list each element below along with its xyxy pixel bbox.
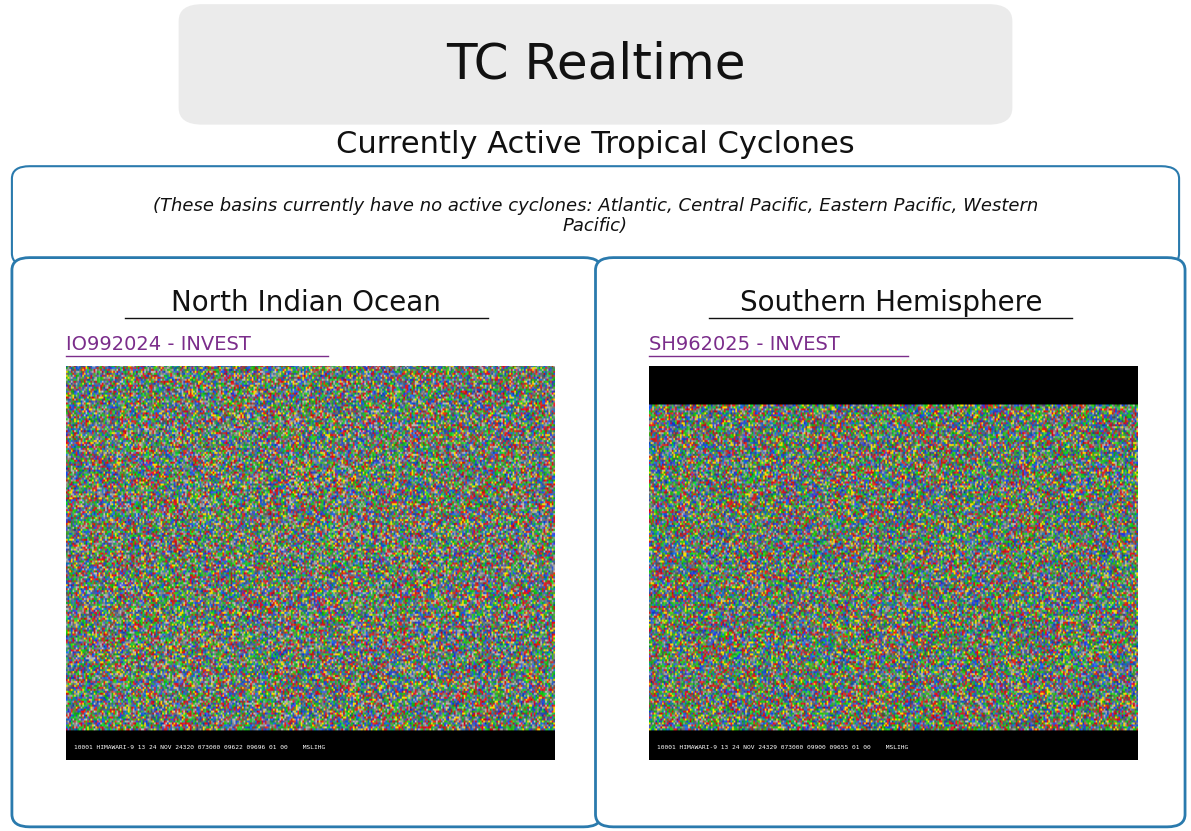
FancyBboxPatch shape: [12, 258, 601, 827]
Text: SH962025 - INVEST: SH962025 - INVEST: [649, 336, 840, 354]
FancyBboxPatch shape: [596, 258, 1185, 827]
Text: 10001 HIMAWARI-9 13 24 NOV 24320 073000 09622 09696 01 00    MSLIHG: 10001 HIMAWARI-9 13 24 NOV 24320 073000 …: [74, 745, 325, 750]
Text: Southern Hemisphere: Southern Hemisphere: [740, 289, 1042, 317]
Text: TC Realtime: TC Realtime: [445, 41, 746, 89]
Text: (These basins currently have no active cyclones: Atlantic, Central Pacific, East: (These basins currently have no active c…: [152, 197, 1039, 235]
FancyBboxPatch shape: [179, 4, 1012, 125]
FancyBboxPatch shape: [12, 166, 1179, 266]
Text: North Indian Ocean: North Indian Ocean: [172, 289, 441, 317]
Text: 10001 HIMAWARI-9 13 24 NOV 24329 073000 09900 09655 01 00    MSLIHG: 10001 HIMAWARI-9 13 24 NOV 24329 073000 …: [657, 745, 909, 750]
Text: Currently Active Tropical Cyclones: Currently Active Tropical Cyclones: [336, 130, 855, 159]
Text: IO992024 - INVEST: IO992024 - INVEST: [66, 336, 250, 354]
